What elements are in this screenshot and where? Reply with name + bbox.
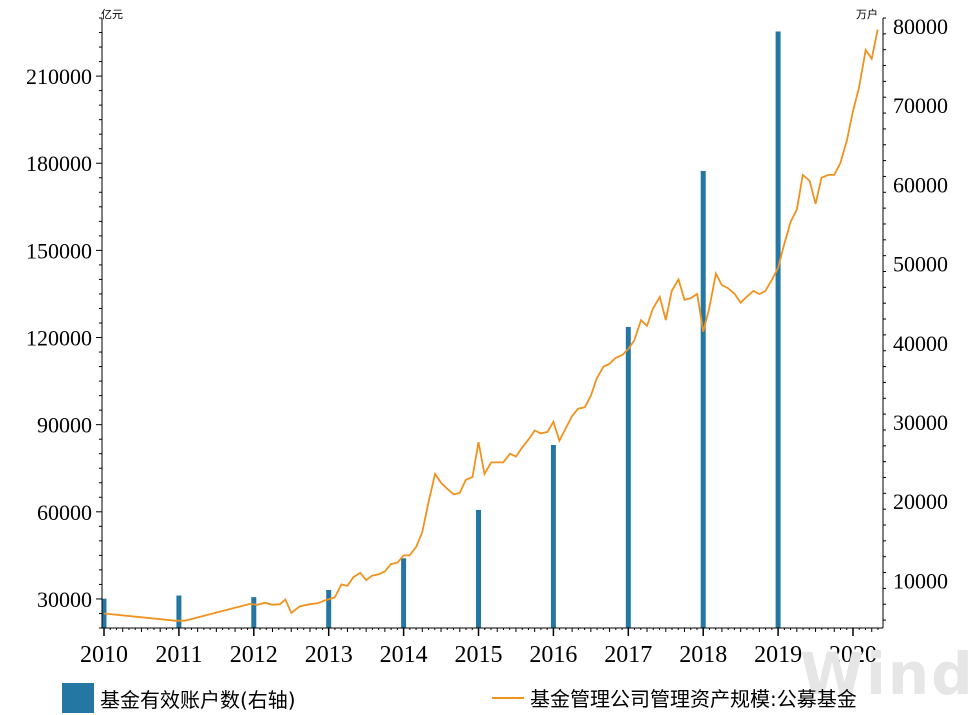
- right-axis-tick-label: 40000: [893, 331, 948, 356]
- x-axis-tick-label: 2010: [80, 642, 128, 668]
- right-axis-tick-label: 50000: [893, 252, 948, 277]
- left-axis-tick-label: 180000: [26, 151, 92, 176]
- bar: [251, 597, 257, 628]
- x-axis-tick-label: 2011: [155, 642, 202, 668]
- bar: [326, 589, 332, 628]
- left-axis-tick-label: 120000: [26, 326, 92, 351]
- legend-bar-swatch: [62, 683, 94, 713]
- bar-series: [101, 31, 781, 629]
- bar: [476, 509, 481, 628]
- left-axis-tick-label: 30000: [37, 587, 92, 612]
- bar: [550, 445, 556, 628]
- bar: [401, 558, 407, 628]
- line-series: [103, 29, 879, 622]
- x-axis-ticks: 2010 2011 2012 2013 2014 2015 2016 2017 2018 2019…: [80, 628, 879, 668]
- right-axis-tick-label: 10000: [893, 568, 948, 593]
- right-axis-tick-label: 60000: [893, 172, 948, 197]
- left-axis-unit: 亿元: [101, 8, 123, 21]
- right-axis-ticks: 10000 20000 30000 40000 50000 60000 70000 80000: [883, 14, 948, 621]
- left-axis-tick-label: 210000: [26, 64, 92, 89]
- right-axis-tick-label: 30000: [893, 410, 948, 435]
- x-axis-tick-label: 2017: [604, 642, 652, 668]
- x-axis-tick-label: 2019: [754, 642, 802, 668]
- x-axis-tick-label: 2020: [829, 642, 877, 668]
- right-axis-unit: 万户: [856, 8, 878, 21]
- right-axis-tick-label: 80000: [893, 14, 948, 39]
- right-axis-tick-label: 70000: [893, 93, 948, 118]
- bar: [700, 170, 706, 628]
- bar: [625, 326, 631, 628]
- x-axis-tick-label: 2013: [305, 642, 353, 668]
- x-axis-tick-label: 2014: [380, 642, 428, 668]
- x-axis-tick-label: 2016: [529, 642, 577, 668]
- bar: [101, 598, 107, 628]
- legend-line-label: 基金管理公司管理资产规模:公募基金: [530, 687, 857, 711]
- x-axis-tick-label: 2015: [455, 642, 503, 668]
- legend-item-line: 基金管理公司管理资产规模:公募基金: [492, 683, 857, 712]
- legend-bar-label: 基金有效账户数(右轴): [100, 687, 296, 712]
- legend-line-swatch: [492, 696, 524, 699]
- right-axis-tick-label: 20000: [893, 489, 948, 514]
- x-axis-tick-label: 2012: [230, 642, 278, 668]
- left-axis-tick-label: 60000: [37, 500, 92, 525]
- left-axis-tick-label: 90000: [37, 413, 92, 438]
- bar: [176, 595, 182, 628]
- legend-item-bar: 基金有效账户数(右轴): [62, 683, 296, 713]
- left-axis-tick-label: 150000: [26, 238, 92, 263]
- wind-watermark: Wind: [800, 640, 969, 708]
- bar: [775, 31, 781, 629]
- left-axis-ticks: 30000 60000 90000 120000 150000 180000 210000: [26, 17, 102, 629]
- x-axis-tick-label: 2018: [679, 642, 727, 668]
